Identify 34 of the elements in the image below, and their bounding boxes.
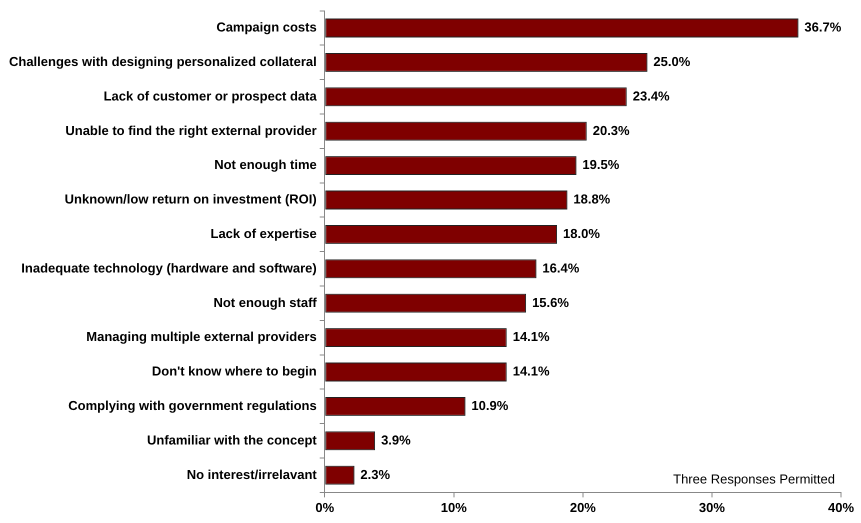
y-tick-label: Unfamiliar with the concept (146, 432, 318, 448)
x-tick-label: 0% (315, 500, 335, 515)
data-label: 3.9% (381, 432, 412, 448)
y-tick-label: Don't know where to begin (152, 364, 317, 379)
data-label: 14.1% (512, 329, 550, 344)
y-tick-label: No interest/irrelavant (186, 466, 318, 482)
y-tick-label: Managing multiple external providers (86, 329, 317, 344)
y-tick-label: Lack of customer or prospect data (104, 88, 318, 104)
data-label: 23.4% (632, 88, 670, 104)
annotation: Three Responses Permitted (673, 471, 835, 486)
y-tick-label: Unable to find the right external provider (65, 122, 317, 138)
x-tick-label: 30% (698, 500, 726, 515)
y-tick-label: Complying with government regulations (68, 398, 317, 413)
data-label: 14.1% (512, 364, 550, 379)
y-tick-label: Inadequate technology (hardware and software) (21, 260, 317, 276)
y-tick-label: Campaign costs (216, 20, 317, 35)
y-tick-label: Unknown/low return on investment (ROI) (64, 192, 317, 207)
data-label: 2.3% (360, 466, 390, 482)
x-tick-label: 10% (440, 500, 468, 515)
y-tick-label: Not enough staff (213, 294, 318, 310)
x-tick-label: 40% (828, 500, 854, 515)
data-label: 25.0% (653, 54, 691, 69)
data-label: 19.5% (582, 157, 620, 172)
data-label: 20.3% (592, 122, 630, 138)
data-label: 18.8% (573, 192, 611, 207)
data-label: 10.9% (471, 398, 509, 413)
data-label: 15.6% (532, 294, 570, 310)
y-tick-label: Lack of expertise (210, 226, 317, 241)
data-label: 18.0% (563, 226, 600, 241)
y-tick-label: Challenges with designing personalized collateral (9, 54, 317, 69)
data-label: 36.7% (804, 20, 842, 35)
data-label: 16.4% (542, 260, 580, 276)
y-tick-label: Not enough time (214, 157, 317, 172)
x-tick-label: 20% (570, 500, 596, 515)
